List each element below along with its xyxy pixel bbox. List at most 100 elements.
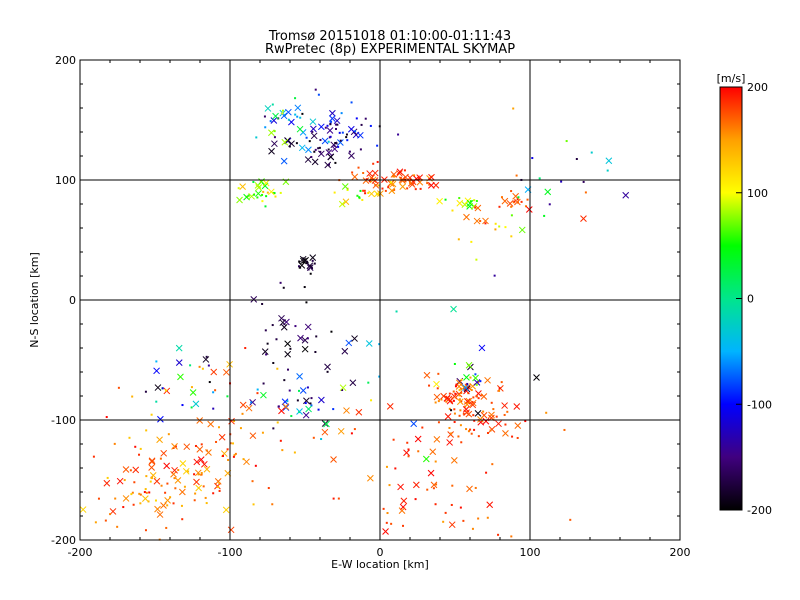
echo-dot-marker <box>227 458 230 461</box>
echo-dot-marker <box>538 177 541 180</box>
echo-x-marker <box>482 217 489 225</box>
echo-x-marker <box>374 190 381 198</box>
echo-dot-marker <box>403 169 406 172</box>
echo-dot-marker <box>330 330 333 333</box>
echo-dot-marker <box>434 503 437 506</box>
echo-dot-marker <box>305 262 308 265</box>
echo-dot-marker <box>273 130 276 133</box>
echo-dot-marker <box>484 222 487 225</box>
echo-x-marker <box>622 191 630 199</box>
echo-dot-marker <box>473 199 476 202</box>
echo-dot-marker <box>516 436 519 439</box>
echo-dot-marker <box>313 150 316 153</box>
echo-dot-marker <box>473 419 476 422</box>
echo-dot-marker <box>575 158 578 161</box>
echo-dot-marker <box>253 193 256 196</box>
echo-dot-marker <box>515 174 518 177</box>
echo-x-marker <box>325 149 333 156</box>
echo-dot-marker <box>335 142 338 145</box>
echo-dot-marker <box>348 150 351 153</box>
echo-dot-marker <box>457 435 460 438</box>
echo-x-marker <box>469 401 477 409</box>
echo-dot-marker <box>357 166 360 169</box>
echo-x-marker <box>278 314 285 322</box>
echo-dot-marker <box>402 524 405 527</box>
echo-dot-marker <box>144 390 147 393</box>
echo-dot-marker <box>459 409 462 412</box>
echo-x-marker <box>272 112 279 120</box>
echo-dot-marker <box>201 367 204 370</box>
echo-x-marker <box>148 458 156 465</box>
echo-dot-marker <box>332 497 335 500</box>
echo-dot-marker <box>264 205 267 208</box>
echo-x-marker <box>390 171 398 178</box>
echo-dot-marker <box>486 431 489 434</box>
echo-dot-marker <box>250 401 253 404</box>
echo-dot-marker <box>299 116 302 119</box>
echo-dot-marker <box>560 180 563 183</box>
echo-dot-marker <box>266 191 269 194</box>
echo-dot-marker <box>214 389 217 392</box>
echo-x-marker <box>300 257 307 265</box>
echo-x-marker <box>245 404 253 412</box>
echo-dot-marker <box>314 148 317 151</box>
echo-x-marker <box>330 456 337 463</box>
echo-dot-marker <box>495 415 498 418</box>
echo-x-marker <box>368 190 375 198</box>
echo-dot-marker <box>378 375 381 378</box>
echo-dot-marker <box>193 473 196 476</box>
echo-dot-marker <box>150 413 153 416</box>
echo-x-marker <box>239 183 246 190</box>
echo-x-marker <box>280 157 288 165</box>
echo-x-marker <box>175 344 183 352</box>
echo-x-marker <box>222 506 230 514</box>
echo-dot-marker <box>308 140 311 143</box>
echo-x-marker <box>399 177 406 185</box>
echo-dot-marker <box>271 103 274 106</box>
echo-dot-marker <box>471 401 474 404</box>
echo-x-marker <box>268 147 275 155</box>
echo-dot-marker <box>474 206 477 209</box>
echo-x-marker <box>323 420 330 428</box>
echo-x-marker <box>355 408 363 416</box>
echo-dot-marker <box>296 399 299 402</box>
echo-dot-marker <box>458 389 461 392</box>
y-tick-label: 0 <box>69 294 76 307</box>
echo-x-marker <box>321 420 329 427</box>
echo-x-marker <box>310 125 317 133</box>
echo-x-marker <box>171 466 178 474</box>
echo-dot-marker <box>493 274 496 277</box>
echo-x-marker <box>210 368 218 376</box>
echo-x-marker <box>356 131 364 139</box>
echo-dot-marker <box>498 225 501 228</box>
echo-dot-marker <box>531 157 534 160</box>
echo-dot-marker <box>298 389 301 392</box>
echo-dot-marker <box>418 177 421 180</box>
echo-dot-marker <box>466 382 469 385</box>
echo-x-marker <box>513 403 521 410</box>
colorbar-ticks: 200 100 0 -100 -200 <box>736 81 772 517</box>
echo-dot-marker <box>306 337 309 340</box>
echo-x-marker <box>271 140 278 148</box>
echo-dot-marker <box>306 260 309 263</box>
colorbar-tick-label: 200 <box>747 81 768 94</box>
echo-x-marker <box>260 391 267 399</box>
echo-dot-marker <box>130 493 133 496</box>
echo-x-marker <box>396 168 404 176</box>
echo-dot-marker <box>497 533 500 536</box>
echo-x-marker <box>450 457 458 464</box>
echo-x-marker <box>327 153 335 161</box>
echo-dot-marker <box>457 238 460 241</box>
echo-dot-marker <box>341 131 344 134</box>
echo-dot-marker <box>467 430 470 433</box>
echo-dot-marker <box>283 379 286 382</box>
echo-x-marker <box>482 417 490 425</box>
echo-dot-marker <box>190 406 193 409</box>
echo-x-marker <box>347 125 355 133</box>
echo-dot-marker <box>469 200 472 203</box>
echo-dot-marker <box>510 214 513 217</box>
echo-x-marker <box>193 478 200 486</box>
echo-x-marker <box>580 215 587 222</box>
echo-dot-marker <box>426 182 429 185</box>
echo-dot-marker <box>255 136 258 139</box>
